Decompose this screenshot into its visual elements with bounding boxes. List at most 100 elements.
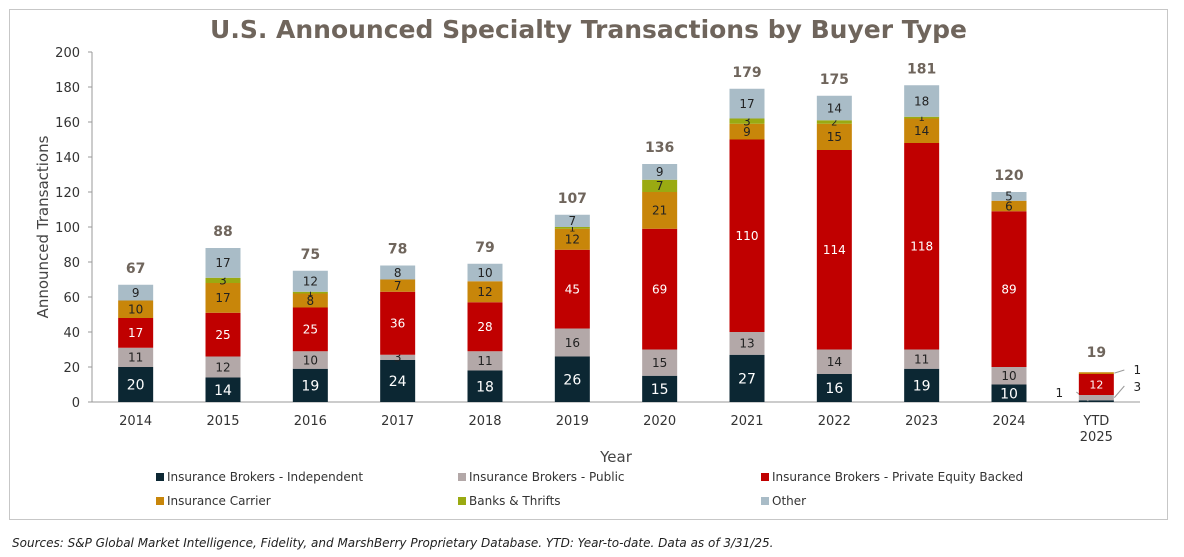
bar-value-label: 16 <box>825 381 843 397</box>
bar-segment <box>118 300 154 318</box>
bar-segment <box>642 192 678 229</box>
bar-value-label: 16 <box>565 336 580 350</box>
bar-value-label: 11 <box>477 354 492 368</box>
bar-value-label: 11 <box>914 352 929 366</box>
y-axis-title: Announced Transactions <box>34 135 52 318</box>
bar-value-label: 9 <box>656 165 664 179</box>
bar-segment <box>554 227 590 229</box>
bar-value-label: 12 <box>565 233 580 247</box>
bar-segment <box>292 291 328 294</box>
x-tick-label: 2017 <box>381 414 414 429</box>
bar-value-label: 1 <box>1056 386 1064 400</box>
bar-segment <box>642 375 678 402</box>
bar-segment <box>118 347 154 367</box>
bar-value-label: 18 <box>914 94 929 108</box>
bar-value-label: 15 <box>651 382 669 398</box>
bar-value-label: 21 <box>652 204 667 218</box>
bar-value-label: 6 <box>1005 199 1013 213</box>
x-tick-label: 2021 <box>730 414 763 429</box>
bar-segment <box>729 88 765 119</box>
bar-value-label: 25 <box>303 323 318 337</box>
bar-value-label: 10 <box>1000 386 1018 402</box>
bar-value-label: 19 <box>913 378 931 394</box>
x-tick-label: 2018 <box>468 414 501 429</box>
y-tick-label: 100 <box>55 221 80 236</box>
bar-total-label: 75 <box>301 247 320 263</box>
bar-segment <box>729 123 765 140</box>
bar-segment <box>729 139 765 332</box>
bar-total-label: 19 <box>1087 345 1106 361</box>
bar-value-label: 3 <box>1134 380 1142 394</box>
y-tick-label: 60 <box>63 291 80 306</box>
bar-total-label: 179 <box>732 65 761 81</box>
bar-value-label: 7 <box>394 279 402 293</box>
bar-value-label: 9 <box>132 286 140 300</box>
bar-value-label: 7 <box>656 179 664 193</box>
bar-value-label: 14 <box>827 101 842 115</box>
y-tick-label: 20 <box>63 361 80 376</box>
y-tick-label: 160 <box>55 116 80 131</box>
bar-segment <box>554 214 590 227</box>
bar-segment <box>292 307 328 352</box>
bar-value-label: 10 <box>1001 369 1016 383</box>
bar-value-label: 1 <box>569 223 575 234</box>
bar-value-label: 14 <box>827 355 842 369</box>
bar-segment <box>729 118 765 124</box>
bar-segment <box>1078 374 1114 395</box>
bar-segment <box>991 384 1027 402</box>
bar-segment <box>991 192 1027 201</box>
bar-segment <box>816 374 852 402</box>
bar-segment <box>904 349 940 369</box>
bar-value-label: 20 <box>127 378 145 394</box>
bar-value-label: 17 <box>215 256 230 270</box>
bar-segment <box>642 228 678 350</box>
x-tick-label: 2023 <box>905 414 938 429</box>
bar-segment <box>205 356 241 378</box>
x-axis-title: Year <box>599 448 633 466</box>
x-tick-label: 2014 <box>119 414 152 429</box>
bar-value-label: 8 <box>307 294 315 308</box>
bar-segment <box>467 351 503 371</box>
bar-value-label: 3 <box>219 274 227 288</box>
bar-total-label: 67 <box>126 261 145 277</box>
y-tick-label: 180 <box>55 81 80 96</box>
bar-value-label: 12 <box>215 360 230 374</box>
bar-value-label: 3 <box>394 351 402 365</box>
bar-total-label: 175 <box>820 72 849 88</box>
bar-value-label: 3 <box>743 114 751 128</box>
callout-line <box>1114 369 1125 374</box>
y-tick-label: 140 <box>55 151 80 166</box>
x-tick-label: 2020 <box>643 414 676 429</box>
bar-segment <box>292 368 328 402</box>
bar-segment <box>904 143 940 350</box>
bar-value-label: 25 <box>215 328 230 342</box>
bar-segment <box>118 367 154 402</box>
bar-segment <box>380 354 416 360</box>
bar-segment <box>380 360 416 402</box>
bar-segment <box>904 118 940 143</box>
bar-total-label: 181 <box>907 61 936 77</box>
bar-segment <box>554 328 590 357</box>
bar-value-label: 12 <box>1089 379 1103 392</box>
bar-segment <box>1078 400 1114 402</box>
bar-segment <box>292 351 328 369</box>
bar-segment <box>292 293 328 308</box>
y-tick-label: 200 <box>55 46 80 61</box>
bar-value-label: 45 <box>565 282 580 296</box>
bar-value-label: 24 <box>389 374 407 390</box>
bar-value-label: 1 <box>1134 363 1142 377</box>
bar-segment <box>292 270 328 292</box>
bar-segment <box>380 265 416 280</box>
bar-value-label: 5 <box>1005 190 1013 204</box>
x-tick-label: 2015 <box>206 414 239 429</box>
bar-value-label: 8 <box>394 266 402 280</box>
bar-value-label: 14 <box>214 383 232 399</box>
bar-segment <box>816 150 852 350</box>
bar-segment <box>554 249 590 329</box>
bar-segment <box>118 318 154 348</box>
bar-segment <box>816 95 852 121</box>
bar-segment <box>467 302 503 352</box>
bar-value-label: 10 <box>477 266 492 280</box>
bar-segment <box>205 248 241 278</box>
bar-segment <box>554 356 590 402</box>
